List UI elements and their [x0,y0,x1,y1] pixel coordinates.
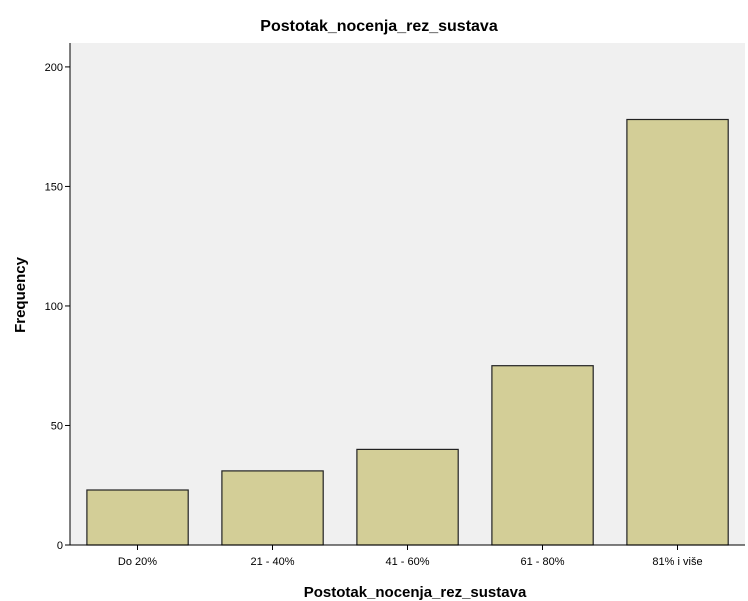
bar-4 [491,365,594,546]
y-tick-label: 150 [45,181,63,193]
x-axis-title: Postotak_nocenja_rez_sustava [304,584,527,601]
y-axis-title: Frequency [12,256,29,333]
ticks-group: 0 50 100 150 200 Do 20% 21 - 40% 41 - 60% 61 - 8… [45,62,703,568]
y-tick-label: 50 [51,420,63,432]
x-tick-label: 21 - 40% [250,556,294,568]
y-tick-label: 0 [57,540,63,552]
bar-2 [221,470,324,546]
y-tick-label: 100 [45,301,63,313]
x-tick-label: 81% i više [652,556,702,568]
y-tick-label: 200 [45,62,63,74]
bars-group [86,118,729,546]
x-tick-label: Do 20% [118,556,157,568]
bar-5 [626,118,729,546]
bar-3 [356,448,459,546]
x-tick-label: 61 - 80% [520,556,564,568]
x-tick-label: 41 - 60% [385,556,429,568]
chart-title: Postotak_nocenja_rez_sustava [260,18,498,35]
bar-1 [86,489,189,546]
